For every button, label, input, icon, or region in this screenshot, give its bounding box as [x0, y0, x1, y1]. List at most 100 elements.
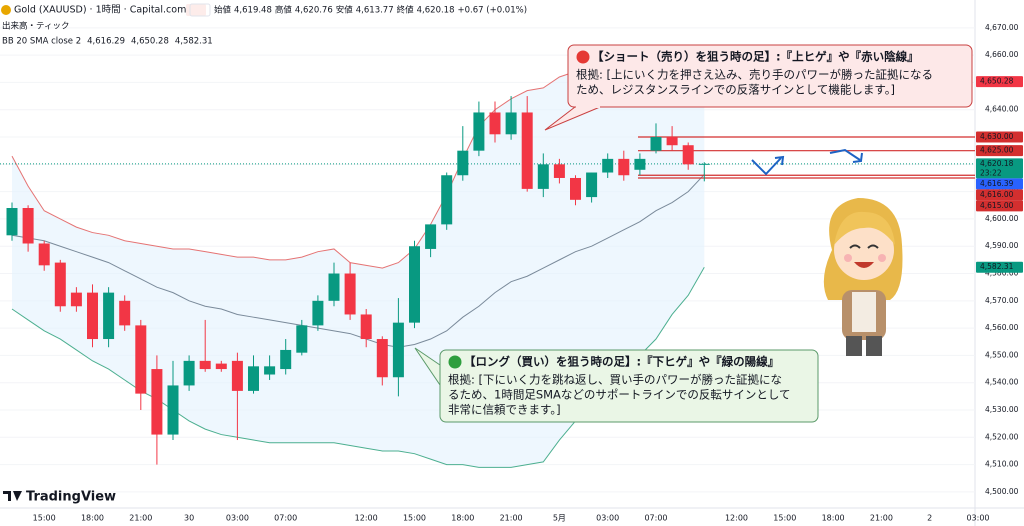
x-tick-label: 30 — [184, 514, 194, 523]
candle-body — [489, 112, 501, 135]
header-change: +0.67 (+0.01%) — [458, 6, 528, 16]
arrow-head — [774, 155, 785, 166]
candle-body — [360, 314, 372, 340]
x-tick-label: 21:00 — [129, 514, 152, 523]
callout-text: るため、1時間足SMAなどのサポートラインでの反転サインとして — [448, 388, 791, 402]
candle-body — [376, 339, 388, 378]
candle-body — [119, 300, 131, 326]
candle-body — [602, 158, 614, 173]
brand: TradingView — [26, 490, 116, 505]
candle-body — [505, 112, 517, 135]
callout-text: ため、レジスタンスラインでの反落サインとして機能します。] — [576, 83, 895, 97]
candle-body — [392, 322, 404, 378]
x-tick-label: 5月 — [553, 514, 566, 523]
x-tick-label: 12:00 — [355, 514, 378, 523]
candle-body — [570, 177, 581, 200]
callout-title: 【ロング（買い）を狙う時の足】:『下ヒゲ』や『緑の陽線』 — [464, 355, 779, 369]
candle-body — [473, 112, 485, 151]
y-tick-label: 4,580.00 — [985, 269, 1019, 278]
candle-body — [521, 112, 533, 189]
candle-body — [135, 325, 147, 394]
candle-body — [199, 360, 211, 370]
header: Gold (XAUUSD) · 1時間 · Capital.com 始値 4,619… — [1, 3, 528, 47]
callout-pointer-join — [441, 365, 444, 384]
price-label-bg — [976, 178, 1023, 190]
price-label-bg — [976, 189, 1023, 201]
x-tick-label: 15:00 — [773, 514, 796, 523]
x-tick-label: 18:00 — [822, 514, 845, 523]
header-high-label: 高値 — [275, 5, 293, 16]
callout-text: 非常に信頼できます。] — [448, 403, 561, 417]
y-tick-label: 4,570.00 — [985, 296, 1019, 305]
candle-body — [264, 366, 276, 375]
candle-body — [650, 137, 662, 151]
arrow — [829, 148, 861, 161]
candle-body — [537, 164, 549, 189]
indicator-value: 4,650.28 — [131, 37, 169, 47]
candle-body — [280, 349, 292, 370]
symbol-icon — [1, 5, 11, 15]
indicator-name: BB 20 SMA close 2 — [2, 37, 81, 47]
logo: TradingView — [3, 490, 116, 505]
candle-body — [167, 385, 179, 435]
price-label: 4,625.00 — [980, 146, 1014, 155]
candle-body — [344, 273, 356, 315]
x-tick-label: 18:00 — [81, 514, 104, 523]
candle-body — [457, 150, 469, 176]
candle-body — [22, 208, 34, 244]
callout-title: 【ショート（売り）を狙う時の足】:『上ヒゲ』や『赤い陰線』 — [592, 50, 919, 64]
candle-body — [409, 246, 420, 323]
x-tick-label: 03:00 — [226, 514, 249, 523]
header-open-label: 始値 — [214, 5, 232, 16]
callout: 【ロング（買い）を狙う時の足】:『下ヒゲ』や『緑の陽線』根拠: [下にいく力を跳… — [414, 347, 819, 423]
callout-box — [439, 349, 819, 423]
price-label-bg — [976, 131, 1023, 143]
y-tick-label: 4,540.00 — [985, 378, 1019, 387]
overlay: TradingView 【ショート（売り）を狙う時の足】:『上ヒゲ』や『赤い陰線… — [3, 44, 973, 505]
price-label: 4,650.28 — [980, 77, 1014, 86]
candle-body — [553, 164, 565, 178]
y-tick-label: 4,600.00 — [985, 214, 1019, 223]
price-label: 4,615.00 — [980, 201, 1014, 210]
candle-body — [248, 366, 259, 391]
candle-body — [231, 360, 243, 391]
y-tick-label: 4,550.00 — [985, 350, 1019, 359]
callout-dot — [576, 50, 590, 64]
price-label: 4,620.18 — [980, 159, 1014, 168]
x-tick-label: 21:00 — [500, 514, 523, 523]
callout-pointer-join — [576, 105, 600, 108]
price-label-bg — [976, 261, 1023, 273]
candle-body — [425, 224, 437, 249]
header-low-label: 安値 — [336, 5, 354, 16]
candle-body — [38, 243, 50, 266]
x-tick-label: 07:00 — [274, 514, 297, 523]
candle-body — [151, 369, 163, 435]
candle-body — [328, 273, 340, 301]
y-tick-label: 4,530.00 — [985, 405, 1019, 414]
candle-body — [87, 292, 98, 340]
character-illustration — [823, 198, 903, 356]
price-label: 4,582.31 — [980, 262, 1014, 271]
buttons — [189, 3, 211, 17]
candle-body — [618, 158, 630, 176]
header-close-label: 終値 — [397, 5, 415, 16]
x-tick-label: 15:00 — [33, 514, 56, 523]
x-tick-label: 12:00 — [725, 514, 748, 523]
countdown: 23:22 — [980, 168, 1002, 177]
candle-body — [54, 262, 66, 307]
candle-body — [698, 163, 710, 165]
candle-body — [666, 137, 678, 146]
x-tick-label: 03:00 — [596, 514, 619, 523]
x-tick-label: 2 — [927, 514, 932, 523]
candle-body — [586, 172, 598, 198]
volume-label: 出来高・ティック — [2, 21, 70, 32]
price-label: 4,630.00 — [980, 132, 1014, 141]
price-label: 4,616.00 — [980, 190, 1014, 199]
price-label-bg — [976, 145, 1023, 157]
header-open: 4,619.48 — [234, 6, 272, 16]
candle-body — [215, 363, 227, 370]
x-tick-label: 03:00 — [966, 514, 989, 523]
indicator-value: 4,582.31 — [175, 37, 213, 47]
y-tick-label: 4,500.00 — [985, 487, 1019, 496]
